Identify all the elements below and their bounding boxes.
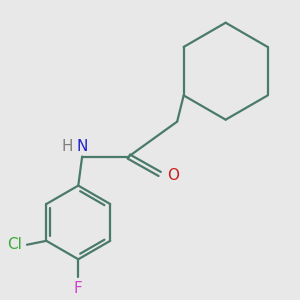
Text: H: H [62,139,73,154]
Text: O: O [167,168,179,183]
Text: N: N [76,139,88,154]
Text: Cl: Cl [8,237,22,252]
Text: F: F [74,281,83,296]
